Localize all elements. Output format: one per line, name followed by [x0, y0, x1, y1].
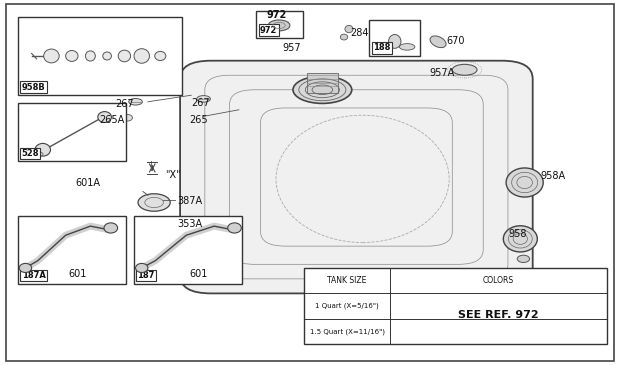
Text: 353A: 353A: [177, 219, 202, 229]
Bar: [18, 103, 126, 161]
Bar: [304, 268, 607, 344]
Ellipse shape: [134, 49, 149, 63]
Text: TANK SIZE: TANK SIZE: [327, 276, 367, 285]
Ellipse shape: [34, 152, 43, 156]
Text: 957A: 957A: [430, 68, 454, 78]
Ellipse shape: [86, 51, 95, 61]
Bar: [370, 20, 420, 56]
Ellipse shape: [103, 52, 112, 60]
Text: 528: 528: [22, 149, 39, 158]
Ellipse shape: [138, 194, 170, 211]
Ellipse shape: [268, 20, 290, 31]
Text: 387A: 387A: [177, 196, 202, 207]
Bar: [307, 73, 338, 93]
Text: 265A: 265A: [100, 115, 125, 125]
Text: eReplacementParts.com: eReplacementParts.com: [216, 175, 404, 190]
Ellipse shape: [155, 51, 166, 61]
Text: 1.5 Quart (X=11/16"): 1.5 Quart (X=11/16"): [309, 328, 384, 335]
Ellipse shape: [517, 255, 529, 262]
Ellipse shape: [143, 222, 166, 230]
Text: 188: 188: [373, 43, 391, 52]
Text: 972: 972: [260, 26, 277, 35]
Text: 601: 601: [189, 269, 208, 279]
Text: 958A: 958A: [540, 171, 565, 181]
Ellipse shape: [293, 76, 352, 103]
Ellipse shape: [136, 264, 148, 273]
Bar: [18, 216, 126, 284]
Text: 284: 284: [350, 28, 369, 38]
Text: 958B: 958B: [22, 82, 45, 92]
Ellipse shape: [430, 36, 446, 48]
Ellipse shape: [123, 115, 133, 121]
Ellipse shape: [452, 64, 477, 75]
Ellipse shape: [399, 43, 415, 50]
Text: 601: 601: [69, 269, 87, 279]
Ellipse shape: [503, 226, 538, 252]
Text: 267: 267: [115, 99, 134, 109]
Text: 265: 265: [189, 115, 208, 125]
Bar: [18, 17, 182, 95]
Text: 601A: 601A: [75, 177, 100, 188]
Ellipse shape: [43, 49, 59, 63]
Ellipse shape: [66, 50, 78, 61]
Text: 958: 958: [508, 229, 526, 239]
Bar: [134, 216, 242, 284]
Ellipse shape: [228, 223, 241, 233]
Ellipse shape: [35, 143, 50, 156]
Ellipse shape: [389, 35, 401, 48]
Ellipse shape: [506, 168, 543, 197]
Ellipse shape: [340, 34, 348, 40]
Text: 187A: 187A: [22, 271, 46, 280]
Text: 267: 267: [191, 97, 210, 108]
Text: 187: 187: [138, 271, 155, 280]
Ellipse shape: [98, 112, 112, 123]
FancyBboxPatch shape: [180, 61, 533, 293]
Ellipse shape: [104, 223, 118, 233]
Text: 670: 670: [446, 36, 464, 46]
Text: COLORS: COLORS: [483, 276, 514, 285]
Ellipse shape: [129, 99, 143, 105]
Text: 1 Quart (X=5/16"): 1 Quart (X=5/16"): [315, 303, 379, 310]
Text: "X": "X": [166, 170, 181, 180]
Text: 972: 972: [267, 10, 287, 20]
Ellipse shape: [19, 264, 32, 273]
Ellipse shape: [345, 26, 353, 33]
Text: SEE REF. 972: SEE REF. 972: [458, 310, 539, 320]
Ellipse shape: [197, 96, 210, 102]
Ellipse shape: [118, 50, 131, 62]
Text: 957: 957: [282, 43, 301, 53]
Bar: [256, 11, 303, 38]
